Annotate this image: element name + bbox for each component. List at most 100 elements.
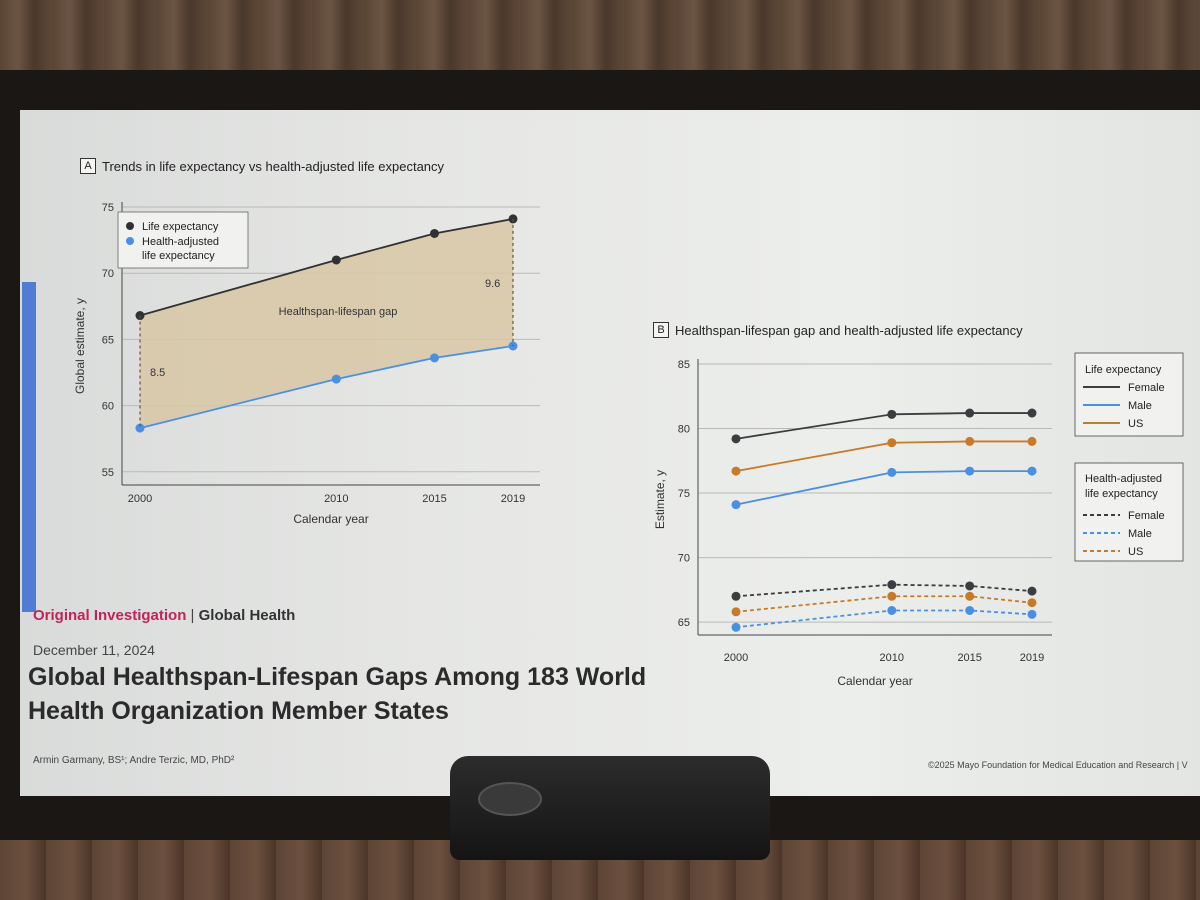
legend-hale-line2: life expectancy — [142, 250, 215, 262]
article-date: December 11, 2024 — [33, 642, 155, 658]
panel-a-title: A Trends in life expectancy vs health-ad… — [80, 158, 444, 174]
gap-value-2000: 8.5 — [150, 367, 165, 379]
article-authors: Armin Garmany, BS¹; Andre Terzic, MD, Ph… — [33, 755, 235, 766]
series-point — [1027, 609, 1037, 619]
series-point — [887, 438, 897, 448]
series-line — [735, 609, 1033, 629]
hale-point — [429, 353, 439, 363]
hale-point — [135, 423, 145, 433]
series-point — [1027, 598, 1037, 608]
series-point — [887, 591, 897, 601]
series-point — [731, 622, 741, 632]
legend-le-male: Male — [1128, 400, 1152, 412]
chart-b: 65 70 75 80 85 2000 2010 2015 2019 Calendar year E… — [653, 352, 1184, 688]
y-axis-label: Estimate, y — [653, 470, 667, 529]
gap-value-2019: 9.6 — [485, 278, 500, 290]
legend-life-expectancy-marker — [126, 222, 134, 230]
chart-a: 55 60 65 70 75 2000 2010 2015 2019 Calendar year G… — [73, 202, 540, 526]
series-point — [731, 434, 741, 444]
legend-hale-marker — [126, 237, 134, 245]
projector — [450, 756, 770, 860]
curtain-background — [0, 0, 1200, 82]
series-point — [887, 467, 897, 477]
y-tick-label: 65 — [678, 617, 690, 629]
x-tick-label: 2015 — [957, 652, 981, 664]
gap-area — [140, 218, 513, 429]
legend-hale-male: Male — [1128, 528, 1152, 540]
chart-a-legend — [117, 211, 249, 269]
x-tick-label: 2015 — [422, 493, 446, 505]
y-tick-label: 60 — [102, 401, 114, 413]
gap-label: Healthspan-lifespan gap — [279, 306, 398, 318]
panel-b-title: B Healthspan-lifespan gap and health-adj… — [653, 322, 1023, 338]
y-tick-label: 65 — [102, 334, 114, 346]
x-axis-label: Calendar year — [293, 512, 368, 526]
life-expectancy-line — [139, 218, 514, 317]
x-tick-label: 2000 — [128, 493, 152, 505]
legend-hale-title-line2: life expectancy — [1085, 488, 1158, 500]
article-topic: Global Health — [198, 607, 296, 624]
life-expectancy-point — [135, 311, 145, 321]
article-tag: Original Investigation | Global Health — [33, 607, 295, 624]
x-tick-label: 2000 — [724, 652, 748, 664]
legend-hale-line1: Health-adjusted — [142, 236, 219, 248]
x-tick-label: 2010 — [324, 493, 348, 505]
y-tick-label: 80 — [678, 424, 690, 436]
legend-hale-us: US — [1128, 546, 1143, 558]
y-axis-label: Global estimate, y — [73, 298, 87, 394]
copyright-notice: ©2025 Mayo Foundation for Medical Educat… — [928, 760, 1188, 770]
series-point — [887, 580, 897, 590]
article-title: Global Healthspan-Lifespan Gaps Among 18… — [28, 663, 647, 725]
y-tick-label: 55 — [102, 467, 114, 479]
x-tick-label: 2010 — [880, 652, 904, 664]
series-line — [735, 440, 1032, 472]
series-point — [731, 466, 741, 476]
panel-a-label: A — [80, 158, 96, 174]
series-point — [731, 591, 741, 601]
panel-a-title-text: Trends in life expectancy vs health-adju… — [102, 158, 445, 174]
hale-point — [331, 374, 341, 384]
legend-le-us: US — [1128, 418, 1143, 430]
series-point — [965, 581, 975, 591]
panel-b-title-text: Healthspan-lifespan gap and health-adjus… — [675, 322, 1023, 338]
y-tick-label: 75 — [102, 202, 114, 214]
legend-hale-box — [1074, 462, 1184, 562]
y-tick-label: 85 — [678, 359, 690, 371]
life-expectancy-point — [429, 228, 439, 238]
series-point — [965, 436, 975, 446]
series-point — [965, 466, 975, 476]
x-axis-label: Calendar year — [837, 674, 912, 688]
series-point — [1027, 466, 1037, 476]
series-point — [887, 409, 897, 419]
series-point — [965, 408, 975, 418]
hale-line — [139, 345, 514, 429]
slide-accent-bar — [22, 282, 36, 612]
series-point — [965, 605, 975, 615]
life-expectancy-point — [331, 255, 341, 265]
y-tick-label: 75 — [678, 488, 690, 500]
series-line — [735, 412, 1032, 440]
projector-lens — [478, 782, 542, 816]
series-point — [731, 500, 741, 510]
article-separator: | — [190, 607, 195, 624]
series-point — [1027, 586, 1037, 596]
y-tick-label: 70 — [102, 268, 114, 280]
series-line — [735, 470, 1032, 506]
series-point — [965, 591, 975, 601]
series-point — [731, 607, 741, 617]
legend-hale-title-line1: Health-adjusted — [1085, 473, 1162, 485]
series-point — [1027, 408, 1037, 418]
legend-le-female: Female — [1128, 382, 1165, 394]
x-tick-label: 2019 — [501, 493, 525, 505]
y-tick-label: 70 — [678, 553, 690, 565]
series-point — [1027, 436, 1037, 446]
legend-hale-female: Female — [1128, 510, 1165, 522]
legend-life-expectancy: Life expectancy — [142, 221, 219, 233]
series-point — [887, 605, 897, 615]
legend-le-title: Life expectancy — [1085, 364, 1162, 376]
article-type: Original Investigation — [33, 607, 187, 624]
panel-b-label: B — [653, 322, 669, 338]
x-tick-label: 2019 — [1020, 652, 1044, 664]
series-line — [735, 583, 1033, 598]
series-line — [735, 595, 1033, 613]
